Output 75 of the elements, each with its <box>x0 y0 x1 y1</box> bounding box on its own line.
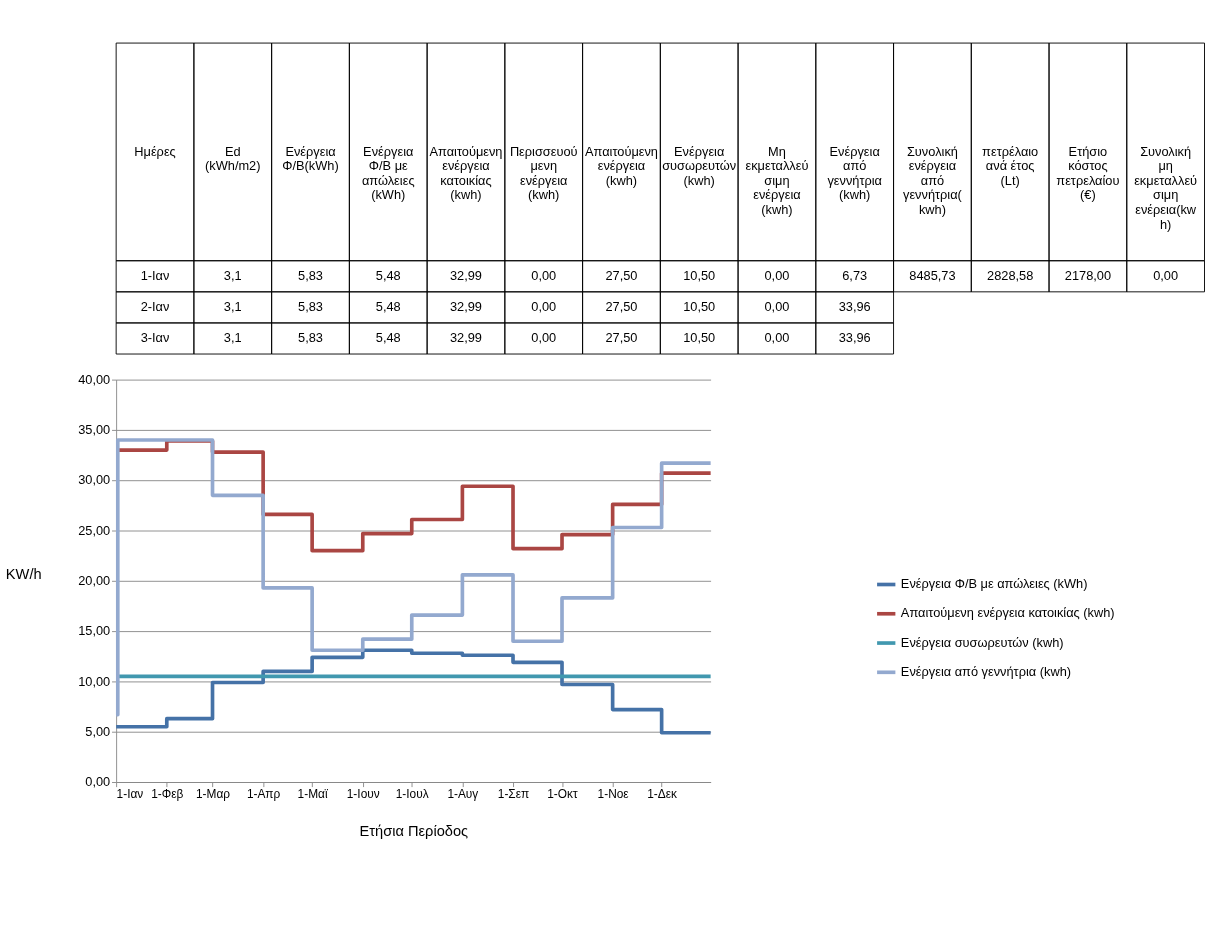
text: 0,00 <box>764 267 790 283</box>
text: 8485,73 <box>909 267 956 283</box>
text: 3,1 <box>223 330 242 346</box>
text: 32,99 <box>449 299 482 315</box>
y-tick-label: 5,00 <box>85 723 111 739</box>
category-label: Ed (kWh/m2) <box>205 143 261 174</box>
text: 2828,58 <box>987 267 1034 283</box>
category-label: Μη εκμεταλλεύσιμη ενέργεια (kwh) <box>745 143 809 218</box>
category-label: πετρέλαιο ανά έτος (Lt) <box>982 143 1039 188</box>
x-tick-label: 1-Αυγ <box>447 787 479 802</box>
y-tick-label: 20,00 <box>78 572 111 588</box>
legend-label: Ενέργεια Φ/Β με απώλειες (kWh) <box>900 576 1088 592</box>
category-label: Απαιτούμενη ενέργεια (kwh) <box>584 143 658 188</box>
legend-label: Ενέργεια από γεννήτρια (kwh) <box>900 663 1072 679</box>
x-tick-label: 1-Νοε <box>597 787 630 802</box>
text: 27,50 <box>605 330 638 346</box>
text: 0,00 <box>531 299 557 315</box>
text: 3,1 <box>223 299 242 315</box>
x-tick-label: 1-Ιαν <box>116 787 144 802</box>
x-tick-label: 1-Οκτ <box>547 787 578 802</box>
x-tick-label: 1-Ιουλ <box>395 787 429 802</box>
y-tick-label: 35,00 <box>78 422 111 438</box>
text: 32,99 <box>449 267 482 283</box>
x-tick-label: 1-Φεβ <box>151 787 184 802</box>
text: 0,00 <box>531 330 557 346</box>
text: 5,48 <box>375 299 401 315</box>
y-tick-label: 25,00 <box>78 522 111 538</box>
legend-label: Ενέργεια συσωρευτών (kwh) <box>900 634 1064 650</box>
text: 5,48 <box>375 267 401 283</box>
x-tick-label: 1-Σεπ <box>497 787 530 802</box>
text: 5,83 <box>298 330 323 346</box>
x-tick-label: 1-Ιουν <box>346 787 380 802</box>
x-tick-label: 1-Μαρ <box>195 787 231 802</box>
text: 6,73 <box>842 267 868 283</box>
text: 0,00 <box>764 299 790 315</box>
text: 5,83 <box>298 267 323 283</box>
text: 3,1 <box>223 267 242 283</box>
text: 10,50 <box>683 267 716 283</box>
category-label: Συνολική ενέργεια από γεννήτρια(kwh) <box>902 143 963 218</box>
category-label: Ενέργεια Φ/Β με απώλειες (kWh) <box>361 143 415 203</box>
y-axis-title: KW/h <box>5 565 42 582</box>
text: 0,00 <box>1153 267 1179 283</box>
text: 10,50 <box>683 299 716 315</box>
text: 27,50 <box>605 299 638 315</box>
text: 0,00 <box>531 267 557 283</box>
text: 1-Ιαν <box>140 267 170 283</box>
text: 0,00 <box>764 330 790 346</box>
y-tick-label: 15,00 <box>78 623 111 639</box>
text: 33,96 <box>838 330 871 346</box>
category-label: Ετήσιο κόστος πετρελαίου (€) <box>1056 143 1120 203</box>
category-label: Απαιτούμενη ενέργεια κατοικίας (kwh) <box>429 143 503 203</box>
text: 5,83 <box>298 299 323 315</box>
category-label: Ενέργεια Φ/Β(kWh) <box>282 143 339 174</box>
text: 10,50 <box>683 330 716 346</box>
category-label: Συνολική μη εκμεταλλεύσιμη ενέρεια(kwh) <box>1134 143 1198 232</box>
text: 2178,00 <box>1064 267 1112 283</box>
y-tick-label: 0,00 <box>85 774 111 790</box>
category-label: Ενέργεια από γεννήτρια (kwh) <box>827 143 883 203</box>
text: 33,96 <box>838 299 871 315</box>
category-label: Περισσευούμενη ενέργεια (kwh) <box>509 143 578 203</box>
text: 2-Ιαν <box>140 299 170 315</box>
text: 32,99 <box>449 330 482 346</box>
text: 27,50 <box>605 267 638 283</box>
text: 3-Ιαν <box>140 330 170 346</box>
text: 5,48 <box>375 330 401 346</box>
y-tick-label: 40,00 <box>78 371 111 387</box>
y-tick-label: 10,00 <box>78 673 111 689</box>
x-tick-label: 1-Απρ <box>246 787 281 802</box>
category-label: Ενέργεια συσωρευτών (kwh) <box>662 143 737 188</box>
x-tick-label: 1-Μαϊ <box>297 787 328 802</box>
category-label: Ημέρες <box>134 143 176 159</box>
legend-label: Απαιτούμενη ενέργεια κατοικίας (kwh) <box>900 605 1115 621</box>
y-tick-label: 30,00 <box>78 472 111 488</box>
x-axis-title: Ετήσια Περίοδος <box>359 822 469 839</box>
x-tick-label: 1-Δεκ <box>647 787 678 802</box>
